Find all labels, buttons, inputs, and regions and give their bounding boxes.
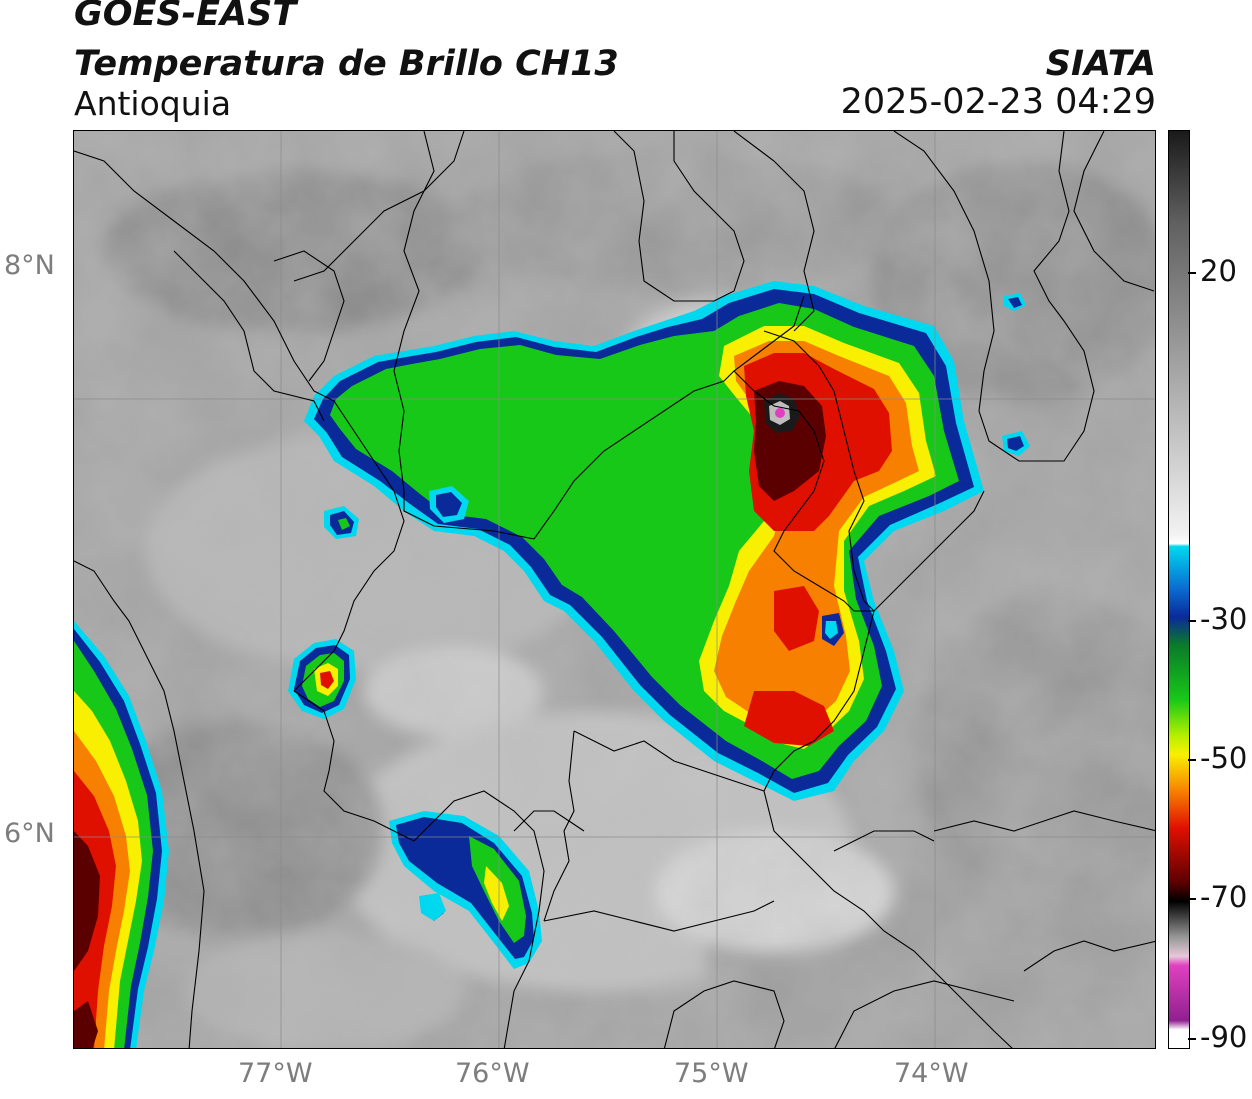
colorbar-tick-20 [1188, 272, 1196, 274]
lon-label-76w: 76°W [455, 1058, 530, 1089]
temperature-colorbar [1168, 130, 1190, 1049]
colorbar-tick-minus90 [1188, 1038, 1196, 1040]
timestamp-label: 2025-02-23 04:29 [840, 82, 1156, 122]
colorbar-label-20: 20 [1200, 254, 1237, 288]
title-region: Antioquia [74, 84, 232, 123]
small-convective-cells [324, 293, 1030, 921]
convective-cloud-main [304, 281, 984, 801]
boundaries [74, 131, 1155, 1048]
colorbar-tick-minus70 [1188, 898, 1196, 900]
title-satellite: GOES-EAST [74, 0, 297, 34]
convective-cloud-left-edge [74, 621, 169, 1048]
colorbar-tick-minus50 [1188, 759, 1196, 761]
convective-cloud-west [288, 639, 356, 719]
colorbar-label-minus30: -30 [1200, 602, 1248, 636]
lat-label-8n: 8°N [4, 250, 55, 281]
agency-label: SIATA [1045, 44, 1156, 84]
map-panel [73, 130, 1156, 1049]
brightness-temperature-map [74, 131, 1155, 1048]
colorbar-label-minus70: -70 [1200, 880, 1248, 914]
lon-label-74w: 74°W [894, 1058, 969, 1089]
title-product: Temperatura de Brillo CH13 [74, 44, 619, 84]
colorbar-label-minus50: -50 [1200, 741, 1248, 775]
colorbar-tick-minus30 [1188, 620, 1196, 622]
colorbar-label-minus90: -90 [1200, 1020, 1248, 1054]
lat-label-6n: 6°N [4, 818, 55, 849]
lon-label-75w: 75°W [674, 1058, 749, 1089]
lon-label-77w: 77°W [238, 1058, 313, 1089]
graticule [74, 131, 1155, 1048]
